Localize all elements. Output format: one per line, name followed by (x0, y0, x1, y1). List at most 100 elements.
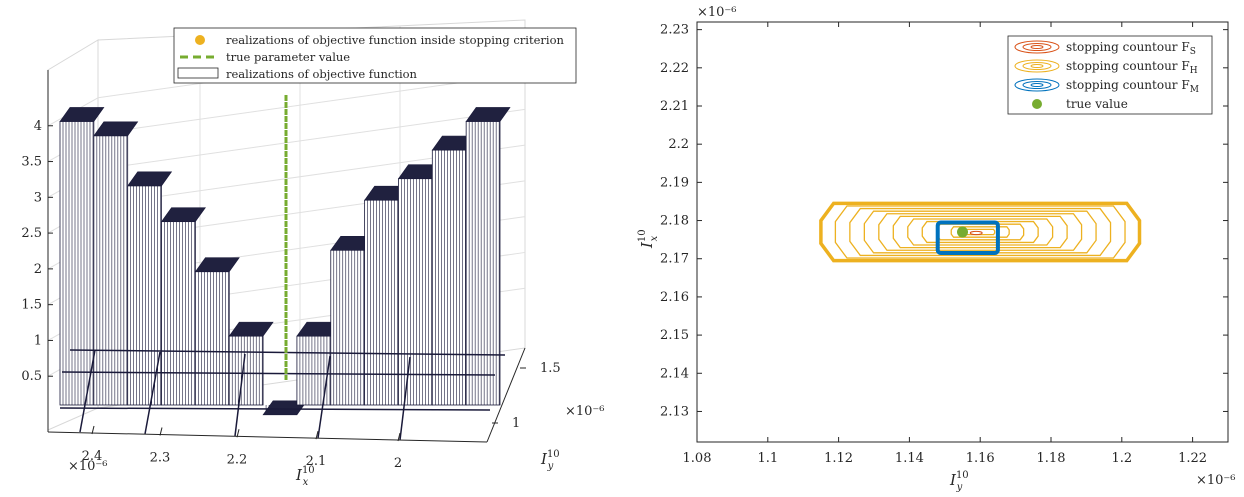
legend-label-true-value: true value (1066, 97, 1128, 111)
y-tick-label: 2.14 (660, 366, 689, 381)
surface-face (161, 221, 196, 406)
legend-contour-s-icon (1014, 40, 1060, 54)
y-tick-label: 2.21 (660, 99, 689, 114)
contour-fh (921, 220, 1039, 244)
surface-face (398, 178, 433, 406)
legend-contour-h-icon (1014, 59, 1060, 73)
surface-plot: 0.511.522.533.542.4 2.3 2.2 2.1 211.5 ×10⁻⁶ … (21, 19, 605, 488)
contour-fs (969, 230, 983, 236)
grid-line (97, 108, 526, 170)
x-tick-label: 2.4 (82, 449, 103, 464)
x-tick-label: 1.2 (1111, 451, 1132, 466)
grid-line (97, 73, 526, 135)
legend-left: realizations of objective function insid… (173, 27, 577, 84)
y-multiplier-right: ×10⁻⁶ (697, 5, 737, 20)
y-tick-label: 2.2 (668, 137, 689, 152)
surface-face (330, 249, 366, 406)
surface-face (127, 185, 162, 406)
floor-line (61, 371, 496, 376)
x-multiplier-right: ×10⁻⁶ (1196, 473, 1236, 488)
z-tick-label: 3 (34, 190, 42, 205)
floor-line (317, 355, 331, 439)
x-axis-label-right: I10 y (949, 470, 969, 493)
floor-line (59, 407, 491, 411)
y-axis-label-left: I10 y (540, 449, 560, 472)
contour-fh (863, 210, 1097, 254)
surface-face (194, 271, 230, 406)
legend-true-value-dot-icon (1032, 99, 1042, 109)
surface-face (59, 121, 95, 406)
y-tick-label: 2.15 (660, 328, 689, 343)
legend-box (1007, 35, 1213, 115)
x-tick-label: 1.18 (1037, 451, 1066, 466)
contours (819, 201, 1142, 263)
y-tick-label: 1 (512, 416, 520, 431)
x-tick (397, 432, 401, 442)
z-tick-label: 2 (34, 262, 42, 277)
legend-label-fh: stopping countour FH (1066, 59, 1198, 76)
surface-top (160, 207, 206, 222)
contour-fh (907, 218, 1054, 246)
z-tick-label: 1 (34, 333, 42, 348)
x-tick-label: 2.3 (150, 451, 171, 466)
contour-ticks: 1.08 1.1 1.12 1.14 1.16 1.18 1.2 1.22 2.13 2.14 2.… (660, 22, 1228, 466)
z-tick-label: 0.5 (21, 369, 42, 384)
legend-right: stopping countour FS stopping countour F… (1007, 35, 1213, 115)
contour-fm (935, 220, 1000, 255)
x-tick (91, 425, 95, 435)
x-axis-label-left: I10 x (295, 465, 315, 488)
z-tick-label: 4 (34, 119, 42, 134)
legend-label-fs: stopping countour FS (1066, 40, 1196, 57)
y-tick-label: 2.18 (660, 214, 689, 229)
x-tick-label: 1.1 (757, 451, 778, 466)
y-multiplier-left: ×10⁻⁶ (565, 404, 605, 419)
surface-face (465, 121, 501, 406)
contour-fh (892, 215, 1068, 249)
x-tick-label: 1.16 (966, 451, 995, 466)
legend-dot-icon (195, 35, 205, 45)
x-tick-label: 2.1 (306, 454, 327, 469)
y-tick-label: 2.22 (660, 61, 689, 76)
floor-line (144, 351, 161, 435)
surface-face (296, 335, 332, 406)
x-tick-label: 1.12 (824, 451, 853, 466)
y-tick-label: 2.16 (660, 290, 689, 305)
contour-fh (878, 213, 1083, 251)
x-tick-label: 2.2 (227, 452, 248, 467)
y-tick-label: 2.23 (660, 23, 689, 38)
surface-face (228, 335, 264, 406)
x-tick-label: 1.14 (895, 451, 924, 466)
z-tick-label: 1.5 (21, 298, 42, 313)
floor-line (79, 349, 96, 433)
true-value-point (957, 226, 968, 238)
y-tick-label: 2.19 (660, 175, 689, 190)
surface-top (228, 321, 274, 337)
x-tick (236, 429, 240, 438)
y-tick-label: 2.13 (660, 404, 689, 419)
x-tick-label: 1.22 (1178, 451, 1207, 466)
surface-face (431, 149, 467, 406)
x-tick-label: 2 (394, 456, 402, 471)
legend-box-icon (177, 67, 219, 79)
y-tick-label: 1.5 (540, 361, 561, 376)
y-axis (486, 347, 526, 443)
contour-plot: 1.08 1.1 1.12 1.14 1.16 1.18 1.2 1.22 2.13 2.14 2.… (637, 5, 1236, 493)
y-tick-label: 2.17 (660, 252, 689, 267)
surface-top (93, 121, 139, 137)
legend-contour-m-icon (1014, 78, 1060, 92)
surface-top (59, 107, 105, 122)
surface (59, 107, 511, 416)
z-tick-label: 3.5 (21, 155, 42, 170)
contour-fh (834, 205, 1126, 259)
contour-fh (950, 226, 1010, 238)
legend-box (173, 27, 577, 84)
x-axis (47, 431, 488, 443)
surface-face (93, 135, 129, 406)
x-tick (315, 430, 319, 440)
surface-top (465, 107, 511, 122)
surface-ticks: 0.5 1 1.5 2 2.5 3 3.5 4 2.4 2.3 2.2 2.1 2 1 1.5 (21, 119, 560, 471)
surface-top (127, 171, 173, 187)
legend-label-realizations: realizations of objective function (226, 67, 418, 81)
z-tick-label: 2.5 (21, 226, 42, 241)
